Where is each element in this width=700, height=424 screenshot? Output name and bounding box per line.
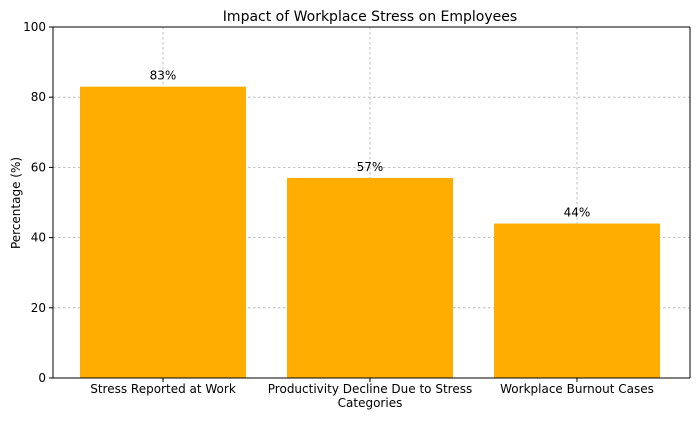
bar-2 <box>287 177 453 378</box>
data-label-3: 44% <box>564 206 591 220</box>
y-tick-label: 60 <box>31 160 46 174</box>
bar-1 <box>80 86 246 379</box>
x-tick-label: Productivity Decline Due to Stress <box>268 382 472 396</box>
bars <box>80 86 660 379</box>
bar-3 <box>494 223 660 378</box>
x-tick-label: Workplace Burnout Cases <box>500 382 654 396</box>
y-tick-label: 40 <box>31 231 46 245</box>
chart-title: Impact of Workplace Stress on Employees <box>223 9 517 25</box>
y-axis-label: Percentage (%) <box>9 157 23 249</box>
y-tick-label: 80 <box>31 90 46 104</box>
x-tick-label: Stress Reported at Work <box>90 382 236 396</box>
data-label-1: 83% <box>150 69 177 83</box>
y-tick-label: 20 <box>31 301 46 315</box>
y-tick-label: 0 <box>38 371 46 385</box>
data-label-2: 57% <box>357 160 384 174</box>
y-tick-label: 100 <box>23 20 46 34</box>
data-labels: 83% 57% 44% <box>150 69 591 220</box>
axes: 0 20 40 60 80 100 Stress Reported at Work Produ… <box>23 20 691 396</box>
x-axis-label: Categories <box>338 396 403 410</box>
